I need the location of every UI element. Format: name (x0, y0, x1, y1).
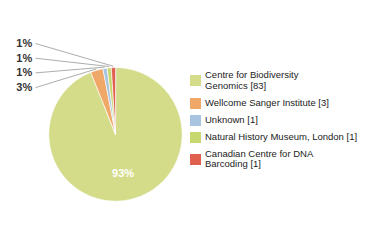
html-text:Wellcome Sanger Institute [3]: Wellcome Sanger Institute [3] (205, 96, 329, 108)
html-text:Natural History Museum, London: Natural History Museum, London [1] (205, 130, 358, 142)
svg-text:93%: 93% (112, 167, 134, 179)
svg-text:1%: 1% (16, 66, 32, 78)
svg-text:1%: 1% (16, 51, 32, 63)
svg-text:3%: 3% (16, 81, 32, 93)
html-text:Unknown [1]: Unknown [1] (205, 113, 258, 125)
html-text:Centre for Biodiversity Genomi: Centre for Biodiversity Genomics [83] (205, 68, 299, 91)
svg-text:1%: 1% (16, 37, 32, 49)
html-text:Canadian Centre for DNA Barcod: Canadian Centre for DNA Barcoding [1] (205, 147, 314, 170)
